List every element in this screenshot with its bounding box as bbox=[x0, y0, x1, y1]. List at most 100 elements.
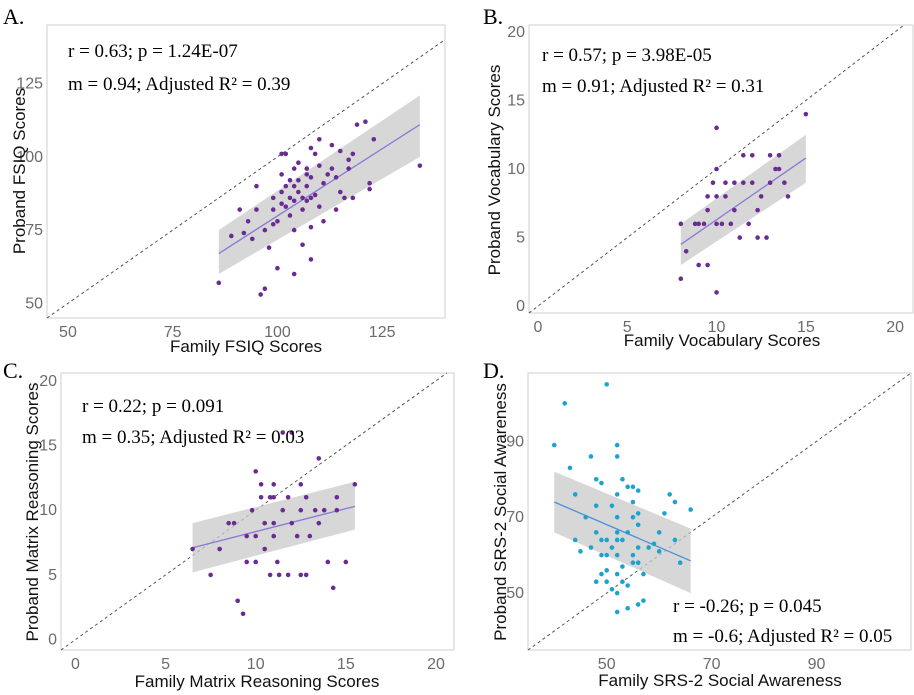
panel-b-point-19 bbox=[728, 221, 734, 227]
panel-a-point-29 bbox=[291, 198, 297, 204]
panel-a-stat-line-1: r = 0.63; p = 1.24E-07 bbox=[68, 41, 238, 62]
panel-a-point-66 bbox=[354, 122, 360, 127]
panel-d-point-6 bbox=[583, 514, 589, 520]
panel-b-point-0 bbox=[678, 221, 684, 227]
panel-c-x-tick-1: 5 bbox=[161, 656, 170, 673]
panel-b-point-35 bbox=[776, 152, 782, 158]
panel-b-point-30 bbox=[758, 194, 764, 199]
panel-a-point-19 bbox=[279, 189, 284, 195]
panel-d-points bbox=[551, 382, 693, 615]
panel-a-point-39 bbox=[304, 172, 310, 177]
panel-c-regression-line bbox=[192, 505, 356, 549]
panel-a-point-62 bbox=[346, 157, 351, 163]
panel-c-y-tick-3: 15 bbox=[39, 437, 57, 454]
panel-a-point-37 bbox=[300, 242, 305, 248]
panel-b-point-29 bbox=[755, 235, 760, 240]
panel-c-letter: C. bbox=[3, 358, 23, 383]
panel-a-point-9 bbox=[262, 286, 268, 292]
panel-a-frame bbox=[46, 24, 446, 319]
panel-b-point-27 bbox=[749, 180, 755, 186]
panel-a-point-23 bbox=[283, 204, 289, 209]
panel-a-point-4 bbox=[245, 219, 251, 224]
panel-c-point-42 bbox=[325, 559, 331, 565]
panel-a-y-axis-title: Proband FSIQ Scores bbox=[10, 88, 29, 254]
panel-a-x-tick-1: 75 bbox=[164, 324, 182, 341]
panel-d-point-20 bbox=[604, 568, 609, 573]
panel-a-point-30 bbox=[291, 227, 297, 233]
panel-c-point-25 bbox=[280, 507, 286, 513]
panel-d-point-23 bbox=[609, 545, 615, 550]
panel-d-point-55 bbox=[641, 598, 646, 603]
panel-a-point-53 bbox=[321, 219, 326, 224]
panel-a-point-55 bbox=[329, 142, 335, 148]
panel-d-point-17 bbox=[604, 382, 609, 387]
panel-a-x-tick-2: 100 bbox=[264, 324, 291, 341]
panel-c-point-9 bbox=[249, 507, 255, 513]
panel-d-point-16 bbox=[599, 571, 604, 577]
panel-c-point-17 bbox=[267, 494, 273, 500]
panel-b-letter: B. bbox=[483, 4, 503, 29]
panel-b: 0 5 10 15 20 0 5 10 15 20 B. r = 0.57; p = 3.98E… bbox=[483, 4, 914, 350]
panel-a-point-8 bbox=[258, 292, 263, 297]
panel-d-point-41 bbox=[625, 583, 630, 588]
panel-a-point-46 bbox=[308, 257, 314, 262]
panel-a-y-tick-2: 100 bbox=[16, 149, 43, 166]
panel-d-point-45 bbox=[630, 514, 636, 520]
panel-a-point-70 bbox=[371, 136, 377, 142]
panel-d-point-13 bbox=[599, 480, 604, 486]
panel-a-point-5 bbox=[249, 236, 255, 242]
panel-b-y-ticks: 0 5 10 15 20 bbox=[507, 24, 525, 315]
panel-b-point-2 bbox=[683, 248, 689, 254]
panel-d-point-9 bbox=[593, 476, 599, 482]
panel-d-identity-line bbox=[527, 372, 912, 651]
panel-b-stat-line-2: m = 0.91; Adjusted R² = 0.31 bbox=[542, 76, 764, 97]
panel-d-point-37 bbox=[620, 564, 625, 569]
panel-c-point-14 bbox=[258, 482, 264, 487]
panel-b-x-tick-3: 15 bbox=[797, 319, 815, 336]
panel-a-point-68 bbox=[367, 180, 372, 186]
panel-c-x-tick-4: 20 bbox=[427, 656, 445, 673]
panel-d-point-38 bbox=[620, 579, 625, 584]
panel-a-point-33 bbox=[296, 177, 301, 183]
panel-c-point-13 bbox=[258, 494, 264, 500]
panel-d-point-4 bbox=[572, 537, 578, 543]
panel-a-point-18 bbox=[279, 172, 284, 177]
panel-d-point-26 bbox=[614, 454, 620, 459]
panel-d-point-0 bbox=[551, 442, 557, 448]
panel-a-point-25 bbox=[287, 195, 293, 201]
panel-a-point-27 bbox=[291, 166, 297, 171]
panel-a: 50 75 100 125 50 75 100 125 A. r = 0.63; p = 1… bbox=[3, 4, 446, 356]
panel-d-point-5 bbox=[578, 549, 583, 554]
panel-d-point-24 bbox=[609, 586, 615, 592]
panel-a-point-43 bbox=[308, 175, 314, 180]
panel-d-point-14 bbox=[599, 537, 604, 543]
panel-c-point-6 bbox=[240, 611, 246, 617]
panel-b-point-3 bbox=[692, 221, 698, 227]
panel-d-point-15 bbox=[599, 552, 604, 558]
panel-a-point-58 bbox=[333, 207, 339, 212]
panel-c-y-ticks: 0 5 10 15 20 bbox=[39, 373, 57, 649]
panel-d-confidence-band bbox=[554, 471, 691, 594]
panel-d-point-50 bbox=[635, 522, 641, 528]
panel-c-point-10 bbox=[253, 469, 258, 474]
panel-c-point-44 bbox=[334, 494, 340, 500]
panel-a-point-1 bbox=[229, 233, 234, 239]
panel-c-y-tick-1: 5 bbox=[48, 567, 57, 584]
panel-a-point-57 bbox=[333, 175, 339, 180]
panel-d-point-49 bbox=[635, 511, 641, 516]
panel-b-point-39 bbox=[803, 111, 809, 117]
panel-a-y-ticks: 50 75 100 125 bbox=[16, 76, 43, 313]
panel-a-point-56 bbox=[329, 166, 335, 171]
panel-c-point-4 bbox=[231, 520, 237, 526]
panel-d-point-32 bbox=[614, 571, 620, 577]
panel-b-y-axis-title: Proband Vocabulary Scores bbox=[485, 65, 504, 276]
panel-a-point-49 bbox=[317, 136, 322, 142]
panel-d-stat-line-2: m = -0.6; Adjusted R² = 0.05 bbox=[673, 626, 892, 647]
panel-b-point-22 bbox=[737, 235, 743, 240]
panel-d-point-33 bbox=[614, 590, 620, 596]
panel-c-point-31 bbox=[294, 533, 300, 539]
panel-c-point-2 bbox=[217, 546, 222, 552]
panel-b-point-37 bbox=[782, 180, 787, 186]
panel-d-point-62 bbox=[672, 499, 678, 505]
